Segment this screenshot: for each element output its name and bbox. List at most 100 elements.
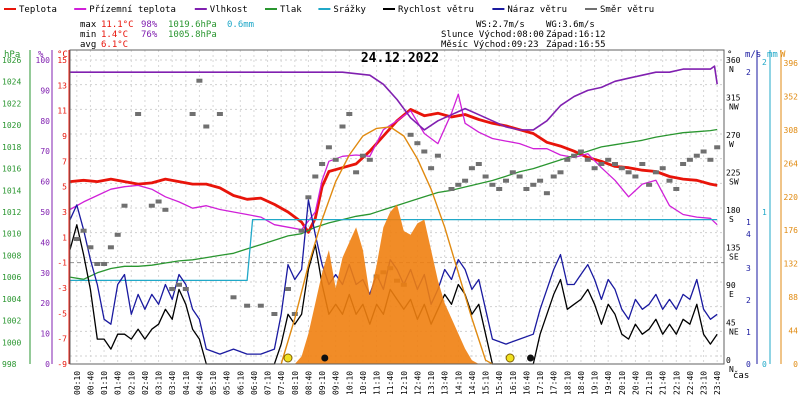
tick-temperature: -1 <box>57 259 67 268</box>
wind-dir-point <box>291 312 298 316</box>
sunrise-marker <box>283 353 293 363</box>
wind-dir-point <box>550 174 557 179</box>
tick-x-time: 17:10 <box>536 371 545 395</box>
wind-dir-point <box>564 157 571 162</box>
wind-dir-point <box>107 245 114 250</box>
tick-solar: 352 <box>784 93 799 102</box>
wind-dir-point <box>80 228 87 233</box>
tick-temperature: 13 <box>57 81 67 90</box>
wind-dir-point <box>121 203 128 208</box>
stat-min-temp: 1.4°C <box>101 30 128 40</box>
tick-wind-dir: 180 <box>726 206 741 215</box>
wind-dir-point <box>571 153 578 158</box>
wind-dir-point <box>162 207 169 212</box>
tick-x-time: 22:40 <box>686 371 695 395</box>
wind-dir-point <box>230 295 237 300</box>
tick-x-time: 18:10 <box>563 371 572 395</box>
tick-wind-dir: 225 <box>726 169 741 178</box>
wind-dir-point <box>169 287 176 291</box>
wind-dir-point <box>339 124 346 129</box>
stat-avg-temp: 6.1°C <box>101 40 128 50</box>
wind-dir-point <box>305 195 312 200</box>
wind-dir-point <box>366 157 373 162</box>
stat-sun-set: Západ:16:12 <box>546 30 606 40</box>
wind-dir-point <box>652 170 659 175</box>
wind-dir-point <box>673 187 680 191</box>
wind-dir-point <box>693 153 700 158</box>
stat-max-press: 1019.6hPa <box>168 20 217 30</box>
tick-pressure: 1024 <box>2 78 21 87</box>
tick-x-time: 06:40 <box>250 371 259 395</box>
series-solar-theoretical <box>280 126 493 365</box>
tick-temperature: 9 <box>62 132 67 141</box>
tick-temperature: -5 <box>57 309 67 318</box>
tick-x-time: 19:40 <box>604 371 613 395</box>
wind-dir-point <box>325 145 332 150</box>
tick-wind-dir: 360 <box>726 56 741 65</box>
tick-x-time: 16:10 <box>509 371 518 395</box>
wind-dir-point <box>659 166 666 171</box>
tick-x-time: 22:10 <box>672 371 681 395</box>
stat-min-hum: 76% <box>141 30 158 40</box>
wind-dir-point <box>489 182 496 187</box>
wind-dir-point <box>244 303 251 308</box>
tick-temperature: -9 <box>57 360 67 369</box>
tick-solar: 176 <box>784 226 799 235</box>
wind-dir-point <box>73 237 80 241</box>
tick-wind-speed: 3 <box>746 264 751 273</box>
tick-wind-speed: 0 <box>746 360 751 369</box>
sunset-marker <box>505 353 515 363</box>
tick-wind-dir: 0 <box>726 356 731 365</box>
tick-x-time: 02:40 <box>141 371 150 395</box>
tick-x-time: 04:10 <box>182 371 191 395</box>
wind-dir-point <box>639 162 646 166</box>
tick-wind-dir-label: SE <box>729 253 739 262</box>
wind-dir-point <box>714 145 721 150</box>
stat-min-label: min <box>80 30 96 40</box>
tick-pressure: 1000 <box>2 338 21 347</box>
tick-wind-dir-label: S <box>729 215 734 224</box>
wind-dir-point <box>285 287 291 291</box>
axis-unit-humidity: % <box>38 50 44 60</box>
tick-x-time: 11:40 <box>386 371 395 395</box>
tick-x-time: 00:40 <box>86 371 95 395</box>
tick-solar: 132 <box>784 260 799 269</box>
tick-x-time: 08:40 <box>304 371 313 395</box>
wind-dir-point <box>468 166 475 171</box>
wind-dir-point <box>598 162 605 166</box>
wind-dir-point <box>448 187 455 191</box>
wind-dir-point <box>216 112 223 116</box>
stat-moon: Měsíc Východ:09:23 <box>441 40 539 50</box>
wind-dir-point <box>584 157 591 162</box>
x-axis-label: čas <box>733 370 749 381</box>
wind-dir-point <box>298 228 305 233</box>
wind-dir-point <box>557 170 564 175</box>
stat-avg-label: avg <box>80 40 96 50</box>
tick-solar: 88 <box>788 293 798 302</box>
stat-max-rain: 0.6mm <box>227 20 254 30</box>
tick-solar: 0 <box>793 360 798 369</box>
tick-temperature: 5 <box>62 183 67 192</box>
wind-dir-point <box>332 157 339 162</box>
plot-frame <box>69 49 725 365</box>
wind-dir-point <box>707 157 714 162</box>
tick-wind-dir-label: NE <box>729 328 739 337</box>
axes-layer: Teplota Přízemní teplota Vlhkost Tlak Srážky… <box>2 5 798 395</box>
tick-x-time: 05:40 <box>223 371 232 395</box>
tick-humidity: 30 <box>40 269 50 278</box>
tick-pressure: 1006 <box>2 273 21 282</box>
wind-dir-point <box>114 232 121 237</box>
tick-wind-dir-label: E <box>729 290 734 299</box>
tick-solar: 308 <box>784 126 799 135</box>
wind-dir-point <box>414 141 421 146</box>
tick-x-time: 04:40 <box>195 371 204 395</box>
tick-x-time: 15:10 <box>482 371 491 395</box>
tick-x-time: 11:10 <box>373 371 382 395</box>
tick-x-time: 20:10 <box>618 371 627 395</box>
wind-dir-point <box>577 149 584 154</box>
tick-pressure: 1012 <box>2 208 21 217</box>
wind-dir-point <box>271 312 278 316</box>
tick-temperature: 1 <box>62 233 67 242</box>
legend-label-3: Tlak <box>280 5 302 15</box>
